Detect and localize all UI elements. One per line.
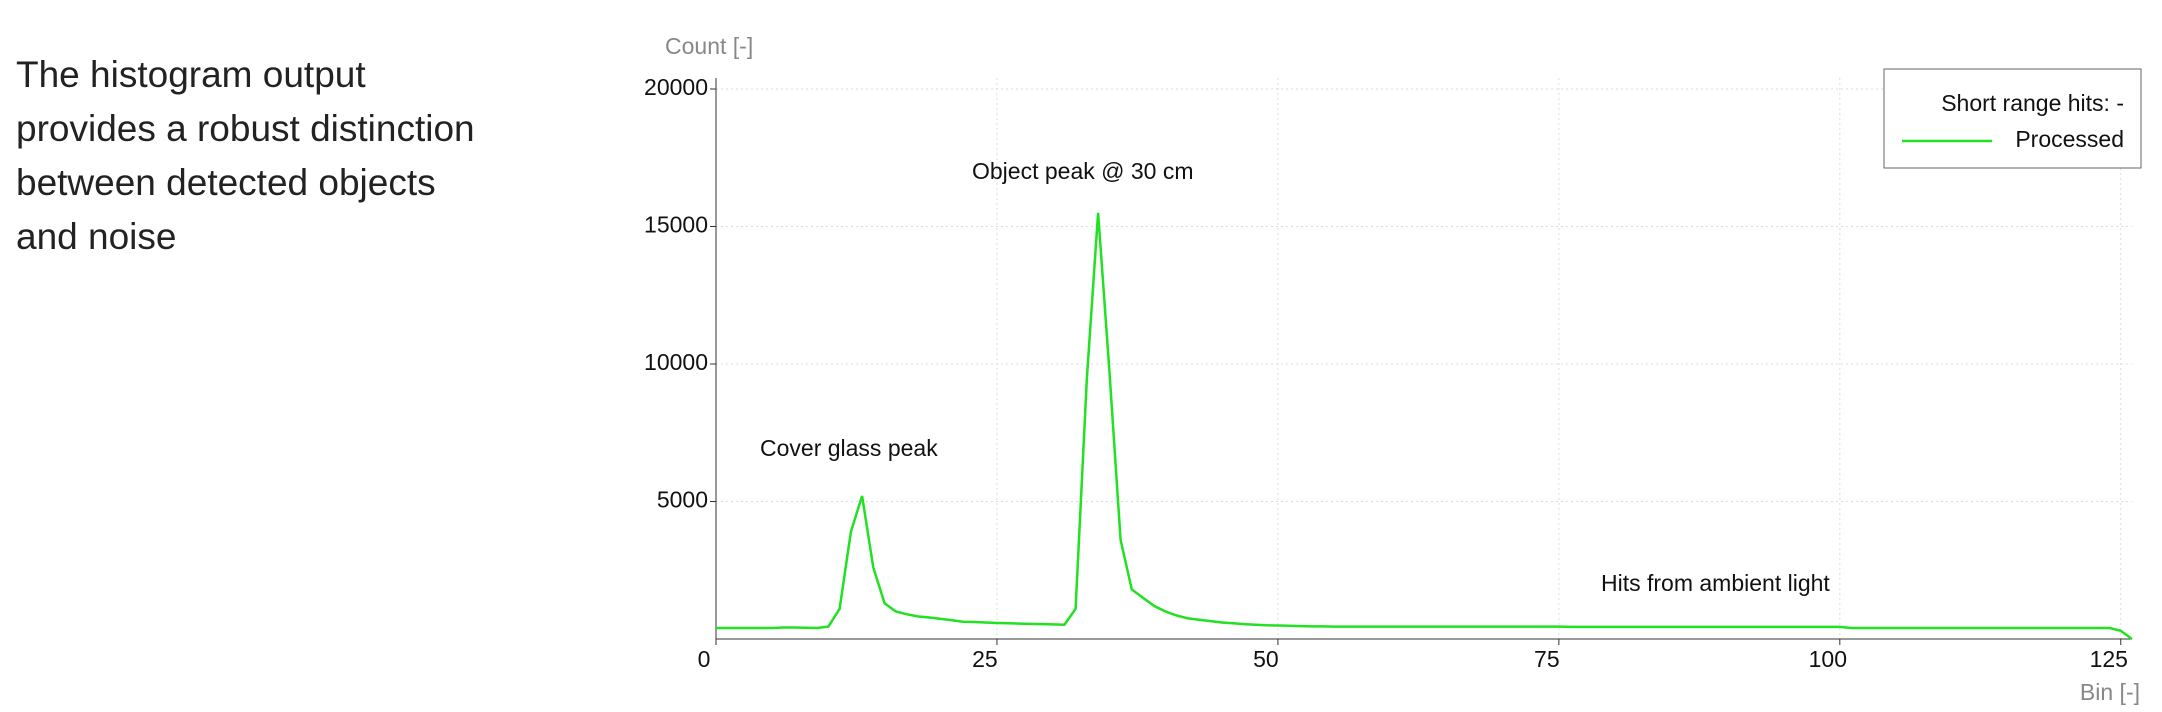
caption-line: provides a robust distinction [16, 108, 475, 149]
caption-line: and noise [16, 216, 177, 257]
y-tick-label: 15000 [644, 212, 708, 238]
annotation: Object peak @ 30 cm [972, 158, 1194, 184]
y-tick-label: 5000 [657, 487, 708, 513]
x-tick-label: 25 [972, 646, 998, 672]
y-tick-label: 20000 [644, 74, 708, 100]
x-axis-label: Bin [-] [2080, 679, 2140, 705]
annotation: Cover glass peak [760, 435, 938, 461]
x-tick-label: 75 [1534, 646, 1560, 672]
x-tick-label: 50 [1253, 646, 1279, 672]
x-tick-label: 0 [698, 646, 711, 672]
x-tick-label: 125 [2090, 646, 2128, 672]
legend-box [1883, 68, 2142, 169]
y-tick-label: 10000 [644, 349, 708, 375]
y-axis-label: Count [-] [665, 33, 753, 59]
caption: The histogram output provides a robust di… [16, 48, 576, 264]
legend-label: Processed [2015, 126, 2124, 152]
legend-title: Short range hits: - [1941, 90, 2124, 116]
caption-line: The histogram output [16, 54, 366, 95]
x-tick-label: 100 [1809, 646, 1847, 672]
annotation: Hits from ambient light [1601, 570, 1830, 596]
caption-line: between detected objects [16, 162, 436, 203]
data-line [716, 212, 2133, 641]
